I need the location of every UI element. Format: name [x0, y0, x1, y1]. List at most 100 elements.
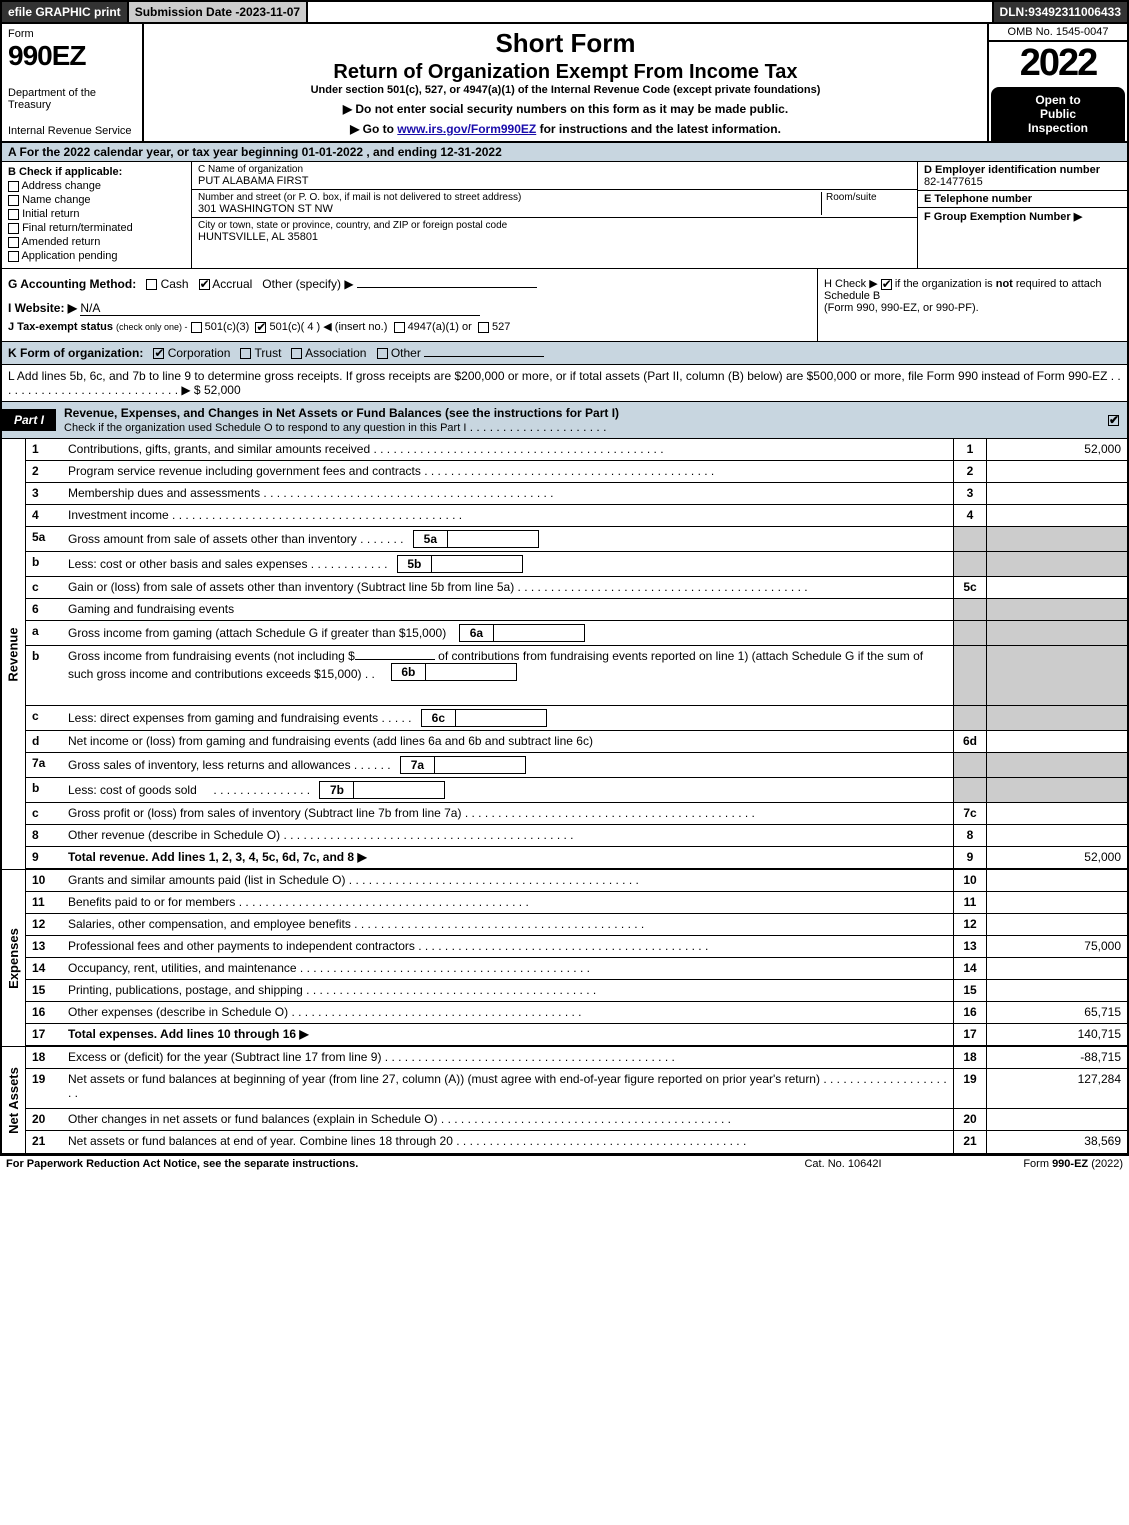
submission-date: Submission Date - 2023-11-07 — [129, 2, 308, 22]
chk-final-return[interactable]: Final return/terminated — [8, 222, 185, 234]
c-name-value: PUT ALABAMA FIRST — [198, 175, 911, 187]
line-19-value: 127,284 — [987, 1069, 1127, 1108]
line-18-value: -88,715 — [987, 1047, 1127, 1068]
revenue-label: Revenue — [2, 439, 26, 869]
chk-address-change[interactable]: Address change — [8, 180, 185, 192]
footer-right: Form 990-EZ (2022) — [943, 1158, 1123, 1170]
chk-h[interactable] — [881, 279, 892, 290]
row-l: L Add lines 5b, 6c, and 7b to line 9 to … — [0, 365, 1129, 402]
i-label: I Website: ▶ — [8, 301, 77, 315]
chk-501c3[interactable] — [191, 322, 202, 333]
title-short-form: Short Form — [495, 28, 635, 59]
b-label: B Check if applicable: — [8, 166, 185, 178]
expenses-grid: Expenses 10Grants and similar amounts pa… — [0, 869, 1129, 1046]
line-9-value: 52,000 — [987, 847, 1127, 868]
dept1: Department of the Treasury — [8, 87, 136, 111]
line-7a-desc: Gross sales of inventory, less returns a… — [68, 753, 953, 777]
form-label: Form — [8, 28, 136, 40]
note-goto: ▶ Go to www.irs.gov/Form990EZ for instru… — [350, 122, 781, 136]
footer-left: For Paperwork Reduction Act Notice, see … — [6, 1158, 743, 1170]
line-4-desc: Investment income — [68, 505, 953, 526]
irs-link[interactable]: www.irs.gov/Form990EZ — [397, 122, 536, 136]
chk-name-change[interactable]: Name change — [8, 194, 185, 206]
form-number: 990EZ — [8, 40, 136, 72]
c-name-label: C Name of organization — [198, 164, 911, 175]
line-11-desc: Benefits paid to or for members — [68, 892, 953, 913]
line-18-desc: Excess or (deficit) for the year (Subtra… — [68, 1047, 953, 1068]
row-a-calendar-year: A For the 2022 calendar year, or tax yea… — [0, 143, 1129, 162]
line-13-value: 75,000 — [987, 936, 1127, 957]
other-org-line[interactable] — [424, 356, 544, 357]
chk-accrual[interactable] — [199, 279, 210, 290]
d-ein: D Employer identification number 82-1477… — [918, 162, 1127, 191]
part-i-tag: Part I — [2, 409, 56, 431]
e-telephone: E Telephone number — [918, 191, 1127, 208]
line-3-desc: Membership dues and assessments — [68, 483, 953, 504]
line-5a-desc: Gross amount from sale of assets other t… — [68, 527, 953, 551]
line-1-desc: Contributions, gifts, grants, and simila… — [68, 439, 953, 460]
chk-initial-return[interactable]: Initial return — [8, 208, 185, 220]
chk-other[interactable] — [377, 348, 388, 359]
i-website: N/A — [80, 301, 100, 315]
col-def: D Employer identification number 82-1477… — [917, 162, 1127, 268]
title-return: Return of Organization Exempt From Incom… — [333, 61, 797, 84]
line-21-value: 38,569 — [987, 1131, 1127, 1153]
c-street-label: Number and street (or P. O. box, if mail… — [198, 192, 821, 203]
line-20-desc: Other changes in net assets or fund bala… — [68, 1109, 953, 1130]
omb-number: OMB No. 1545-0047 — [989, 24, 1127, 42]
dept2: Internal Revenue Service — [8, 125, 136, 137]
line-12-desc: Salaries, other compensation, and employ… — [68, 914, 953, 935]
line-13-desc: Professional fees and other payments to … — [68, 936, 953, 957]
header-left: Form 990EZ Department of the Treasury In… — [2, 24, 144, 141]
l-amount: 52,000 — [204, 383, 241, 397]
line-6a-desc: Gross income from gaming (attach Schedul… — [68, 621, 953, 645]
block-bcdef: B Check if applicable: Address change Na… — [0, 162, 1129, 269]
c-name-cell: C Name of organization PUT ALABAMA FIRST — [192, 162, 917, 190]
revenue-grid: Revenue 1Contributions, gifts, grants, a… — [0, 439, 1129, 869]
netassets-label: Net Assets — [2, 1047, 26, 1153]
chk-application-pending[interactable]: Application pending — [8, 250, 185, 262]
subtitle: Under section 501(c), 527, or 4947(a)(1)… — [311, 84, 821, 96]
c-room-label: Room/suite — [826, 192, 911, 203]
g-accounting: G Accounting Method: Cash Accrual Other … — [2, 269, 817, 341]
part-i-desc: Revenue, Expenses, and Changes in Net As… — [56, 402, 1108, 438]
line-19-desc: Net assets or fund balances at beginning… — [68, 1069, 953, 1108]
row-k: K Form of organization: Corporation Trus… — [0, 342, 1129, 365]
line-7c-desc: Gross profit or (loss) from sales of inv… — [68, 803, 953, 824]
other-specify-line[interactable] — [357, 287, 537, 288]
line-6b-desc: Gross income from fundraising events (no… — [68, 646, 953, 705]
line-9-desc: Total revenue. Add lines 1, 2, 3, 4, 5c,… — [68, 847, 953, 868]
line-17-desc: Total expenses. Add lines 10 through 16 — [68, 1024, 953, 1045]
chk-trust[interactable] — [240, 348, 251, 359]
chk-527[interactable] — [478, 322, 489, 333]
d-ein-value: 82-1477615 — [924, 176, 1121, 188]
line-17-value: 140,715 — [987, 1024, 1127, 1045]
line-6d-desc: Net income or (loss) from gaming and fun… — [68, 731, 953, 752]
topbar-spacer — [308, 2, 991, 22]
dln: DLN: 93492311006433 — [992, 2, 1127, 22]
line-2-desc: Program service revenue including govern… — [68, 461, 953, 482]
line-15-desc: Printing, publications, postage, and shi… — [68, 980, 953, 1001]
part-i-header: Part I Revenue, Expenses, and Changes in… — [0, 402, 1129, 439]
c-city-label: City or town, state or province, country… — [198, 220, 911, 231]
chk-cash[interactable] — [146, 279, 157, 290]
footer-mid: Cat. No. 10642I — [743, 1158, 943, 1170]
chk-4947[interactable] — [394, 322, 405, 333]
h-check: H Check ▶ if the organization is not req… — [817, 269, 1127, 341]
netassets-grid: Net Assets 18Excess or (deficit) for the… — [0, 1046, 1129, 1155]
line-5b-desc: Less: cost or other basis and sales expe… — [68, 552, 953, 576]
line-5c-desc: Gain or (loss) from sale of assets other… — [68, 577, 953, 598]
line-7b-desc: Less: cost of goods sold . . . . . . . .… — [68, 778, 953, 802]
form-header: Form 990EZ Department of the Treasury In… — [0, 24, 1129, 143]
chk-part-i-schedule-o[interactable] — [1108, 415, 1119, 426]
line-16-desc: Other expenses (describe in Schedule O) — [68, 1002, 953, 1023]
chk-amended-return[interactable]: Amended return — [8, 236, 185, 248]
top-bar: efile GRAPHIC print Submission Date - 20… — [0, 0, 1129, 24]
chk-association[interactable] — [291, 348, 302, 359]
line-10-desc: Grants and similar amounts paid (list in… — [68, 870, 953, 891]
chk-501c[interactable] — [255, 322, 266, 333]
chk-corporation[interactable] — [153, 348, 164, 359]
header-right: OMB No. 1545-0047 2022 Open to Public In… — [987, 24, 1127, 141]
row-g-h: G Accounting Method: Cash Accrual Other … — [0, 269, 1129, 342]
c-street-value: 301 WASHINGTON ST NW — [198, 203, 821, 215]
